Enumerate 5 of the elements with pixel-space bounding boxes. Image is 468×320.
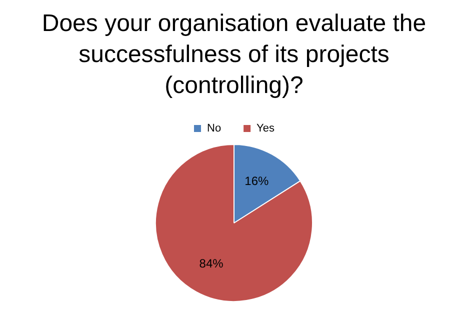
data-label: 84%	[199, 256, 224, 271]
legend-label: No	[206, 122, 222, 135]
data-label: 16%	[244, 174, 270, 188]
chart-title: Does your organisation evaluate the successfulness of its projects (controlling)?	[40, 9, 428, 101]
legend-label: Yes	[256, 122, 276, 135]
